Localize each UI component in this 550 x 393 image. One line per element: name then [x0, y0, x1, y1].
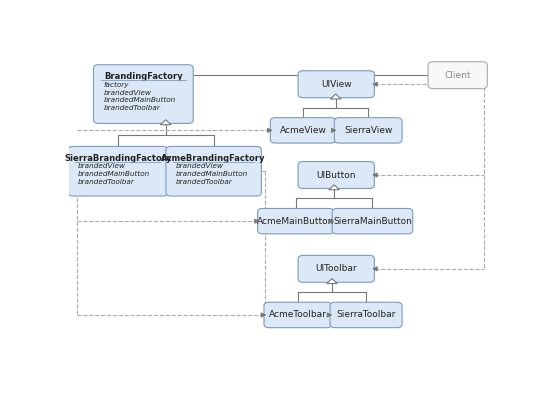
Text: SierraView: SierraView	[344, 126, 392, 135]
FancyBboxPatch shape	[298, 71, 375, 98]
Text: brandedToolbar: brandedToolbar	[104, 105, 161, 111]
Text: UIButton: UIButton	[316, 171, 356, 180]
FancyBboxPatch shape	[264, 302, 332, 328]
Text: brandedToolbar: brandedToolbar	[78, 179, 135, 185]
Text: SierraMainButton: SierraMainButton	[333, 217, 412, 226]
Text: brandedMainButton: brandedMainButton	[104, 97, 176, 103]
Text: brandedView: brandedView	[104, 90, 152, 95]
Text: brandedMainButton: brandedMainButton	[78, 171, 150, 177]
Text: AcmeMainButton: AcmeMainButton	[257, 217, 334, 226]
Text: brandedToolbar: brandedToolbar	[176, 179, 233, 185]
FancyBboxPatch shape	[334, 118, 402, 143]
Text: AcmeView: AcmeView	[280, 126, 327, 135]
FancyBboxPatch shape	[428, 62, 487, 88]
FancyBboxPatch shape	[166, 147, 261, 196]
Text: factory: factory	[104, 82, 129, 88]
FancyBboxPatch shape	[298, 162, 375, 189]
Polygon shape	[161, 120, 171, 125]
FancyBboxPatch shape	[332, 208, 412, 234]
Text: UIToolbar: UIToolbar	[315, 264, 357, 273]
Text: AcmeToolbar: AcmeToolbar	[269, 310, 327, 320]
FancyBboxPatch shape	[94, 65, 193, 123]
FancyBboxPatch shape	[298, 255, 375, 282]
FancyBboxPatch shape	[330, 302, 402, 328]
Text: UIView: UIView	[321, 80, 351, 89]
Text: BrandingFactory: BrandingFactory	[104, 72, 183, 81]
Text: Client: Client	[444, 71, 471, 80]
Polygon shape	[329, 185, 339, 190]
Text: SierraBrandingFactory: SierraBrandingFactory	[64, 154, 172, 163]
FancyBboxPatch shape	[68, 147, 168, 196]
Polygon shape	[331, 94, 341, 99]
Text: brandedView: brandedView	[78, 163, 126, 169]
FancyBboxPatch shape	[271, 118, 336, 143]
Text: SierraToolbar: SierraToolbar	[337, 310, 396, 320]
FancyBboxPatch shape	[257, 208, 334, 234]
Text: brandedView: brandedView	[176, 163, 224, 169]
Text: brandedMainButton: brandedMainButton	[176, 171, 249, 177]
Polygon shape	[327, 279, 337, 284]
Text: AcmeBrandingFactory: AcmeBrandingFactory	[162, 154, 266, 163]
